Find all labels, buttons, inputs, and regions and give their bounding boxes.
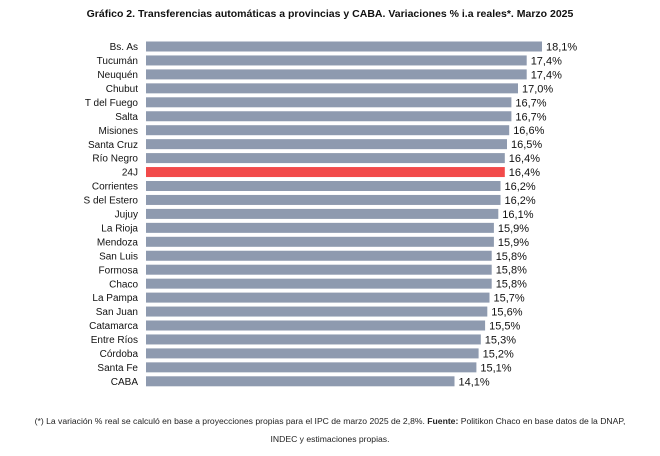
bar-formosa (146, 264, 492, 275)
category-label-chaco: Chaco (109, 279, 138, 290)
category-label-24j: 24J (122, 168, 138, 179)
category-label-rio-negro: Río Negro (92, 154, 138, 165)
category-label-bs-as: Bs. As (110, 42, 138, 53)
bar-s-del-estero (146, 194, 501, 205)
value-label-neuquen: 17,4% (531, 69, 562, 81)
category-label-san-juan: San Juan (96, 307, 138, 318)
category-label-misiones: Misiones (99, 126, 138, 137)
category-label-cordoba: Córdoba (100, 349, 139, 360)
category-label-entre-rios: Entre Ríos (91, 335, 138, 346)
footnote-source-text: Politikon Chaco en base datos de la DNAP… (270, 416, 626, 444)
chart-title: Gráfico 2. Transferencias automáticas a … (86, 8, 574, 20)
bar-salta (146, 111, 512, 122)
bar-la-pampa (146, 292, 490, 303)
category-label-santa-fe: Santa Fe (97, 363, 138, 374)
footnote-text: (*) La variación % real se calculó en ba… (34, 416, 428, 426)
category-label-t-del-fuego: T del Fuego (85, 98, 139, 109)
value-label-santa-cruz: 16,5% (511, 139, 542, 151)
category-label-chubut: Chubut (106, 84, 138, 95)
value-label-corrientes: 16,2% (505, 181, 536, 193)
category-label-catamarca: Catamarca (89, 321, 138, 332)
value-label-cordoba: 15,2% (483, 348, 514, 360)
bar-la-rioja (146, 222, 494, 233)
footnote: (*) La variación % real se calculó en ba… (30, 412, 630, 448)
bar-santa-fe (146, 362, 477, 373)
value-label-t-del-fuego: 16,7% (515, 97, 546, 109)
category-label-la-rioja: La Rioja (101, 223, 138, 234)
bar-bs-as (146, 41, 542, 52)
value-label-bs-as: 18,1% (546, 42, 577, 54)
category-label-mendoza: Mendoza (97, 237, 139, 248)
category-label-neuquen: Neuquén (97, 70, 138, 81)
footnote-source-label: Fuente: (427, 416, 459, 426)
value-label-chaco: 15,8% (496, 279, 527, 291)
bar-t-del-fuego (146, 97, 512, 108)
value-label-mendoza: 15,9% (498, 237, 529, 249)
value-label-caba: 14,1% (459, 376, 490, 388)
value-label-formosa: 15,8% (496, 265, 527, 277)
value-label-chubut: 17,0% (522, 83, 553, 95)
category-label-jujuy: Jujuy (115, 210, 138, 221)
category-label-formosa: Formosa (99, 265, 139, 276)
value-label-la-rioja: 15,9% (498, 223, 529, 235)
value-label-san-luis: 15,8% (496, 251, 527, 263)
bar-jujuy (146, 208, 499, 219)
value-label-tucuman: 17,4% (531, 55, 562, 67)
category-label-santa-cruz: Santa Cruz (88, 140, 138, 151)
category-label-la-pampa: La Pampa (92, 293, 138, 304)
bar-neuquen (146, 69, 527, 80)
category-label-san-luis: San Luis (99, 251, 138, 262)
bar-entre-rios (146, 334, 481, 345)
bar-san-luis (146, 250, 492, 261)
category-label-s-del-estero: S del Estero (84, 196, 139, 207)
bar-san-juan (146, 306, 488, 317)
category-label-salta: Salta (115, 112, 138, 123)
bar-chaco (146, 278, 492, 289)
value-label-24j: 16,4% (509, 167, 540, 179)
bar-santa-cruz (146, 139, 507, 150)
bar-cordoba (146, 348, 479, 359)
category-label-caba: CABA (111, 377, 139, 388)
bar-misiones (146, 125, 510, 136)
value-label-la-pampa: 15,7% (494, 293, 525, 305)
value-label-san-juan: 15,6% (491, 307, 522, 319)
bar-catamarca (146, 320, 486, 331)
bar-rio-negro (146, 153, 505, 164)
bar-mendoza (146, 236, 494, 247)
bar-caba (146, 376, 455, 387)
value-label-jujuy: 16,1% (502, 209, 533, 221)
category-label-tucuman: Tucumán (97, 56, 138, 67)
value-label-santa-fe: 15,1% (480, 362, 511, 374)
value-label-catamarca: 15,5% (489, 321, 520, 333)
value-label-entre-rios: 15,3% (485, 334, 516, 346)
bar-chubut (146, 83, 518, 94)
bar-tucuman (146, 55, 527, 66)
bar-24j (146, 167, 505, 178)
category-label-corrientes: Corrientes (92, 182, 138, 193)
value-label-misiones: 16,6% (513, 125, 544, 137)
value-label-salta: 16,7% (515, 111, 546, 123)
value-label-s-del-estero: 16,2% (505, 195, 536, 207)
value-label-rio-negro: 16,4% (509, 153, 540, 165)
bar-corrientes (146, 181, 501, 191)
